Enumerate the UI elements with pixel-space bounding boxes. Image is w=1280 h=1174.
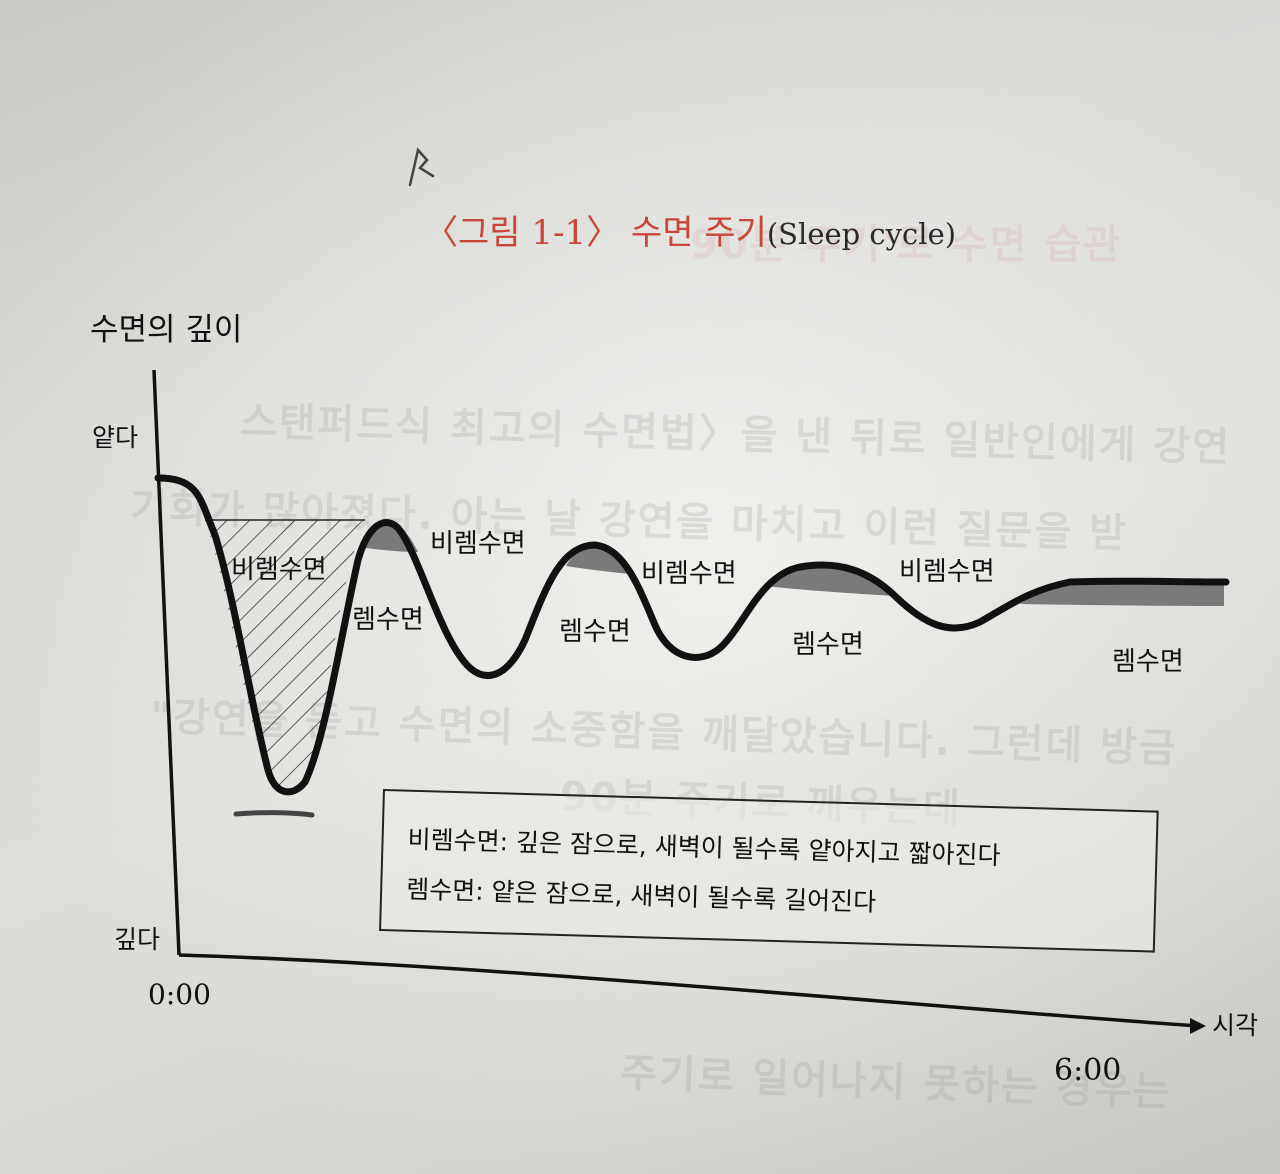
legend-box: 비렘수면: 깊은 잠으로, 새벽이 될수록 얕아지고 짧아진다 렘수면: 얕은 … — [379, 789, 1159, 953]
rem-label: 렘수면 — [792, 630, 864, 660]
y-axis — [152, 369, 181, 956]
pencil-mark — [408, 147, 435, 187]
nrem-label: 비렘수면 — [899, 557, 995, 587]
sleep-depth-curve — [154, 474, 1230, 796]
x-axis-title: 시각 — [1212, 1011, 1258, 1040]
figure-title-english: (Sleep cycle) — [766, 217, 957, 251]
x-axis-arrow-icon — [1190, 1018, 1206, 1034]
legend-rem-description: 렘수면: 얕은 잠으로, 새벽이 될수록 길어진다 — [405, 874, 877, 917]
x-axis — [178, 953, 1199, 1028]
nrem-label: 비렘수면 — [231, 555, 327, 585]
y-axis-bottom-label: 깊다 — [114, 925, 160, 954]
rem-label: 렘수면 — [559, 617, 631, 647]
y-axis-title: 수면의 깊이 — [90, 312, 242, 348]
rem-band — [1020, 582, 1224, 606]
figure-title: 〈그림 1-1〉 수면 주기(Sleep cycle) — [424, 205, 956, 254]
pencil-underline — [233, 810, 315, 818]
legend-nrem-description: 비렘수면: 깊은 잠으로, 새벽이 될수록 얕아지고 짧아진다 — [407, 824, 1001, 871]
bleed-through-line: 90분 주기'로 수면 습관 — [690, 222, 1123, 268]
figure-title-main: 〈그림 1-1〉 수면 주기 — [424, 213, 767, 253]
nrem-label: 비렘수면 — [641, 559, 737, 589]
y-axis-top-label: 얕다 — [92, 423, 138, 452]
deep-nrem-hatched-area — [205, 520, 365, 793]
nrem-label: 비렘수면 — [430, 529, 526, 559]
rem-label: 렘수면 — [1112, 647, 1184, 677]
x-axis-end-label: 6:00 — [1054, 1053, 1121, 1088]
rem-label: 렘수면 — [352, 605, 424, 635]
x-axis-start-label: 0:00 — [148, 978, 211, 1011]
